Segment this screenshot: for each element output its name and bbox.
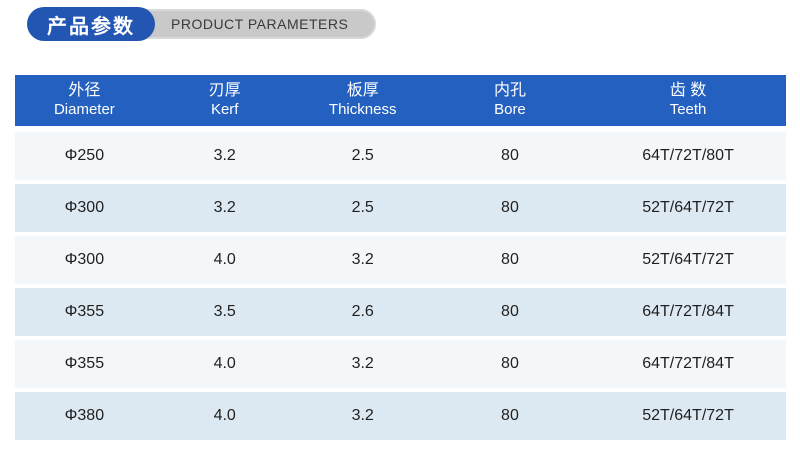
cell-bore: 80 <box>501 251 519 268</box>
cell-diameter: Φ355 <box>64 303 105 320</box>
cell-bore: 80 <box>501 303 519 320</box>
cell-teeth: 52T/64T/72T <box>642 251 734 268</box>
header-thickness-en: Thickness <box>328 101 397 119</box>
table-row: Φ300 3.2 2.5 80 52T/64T/72T <box>15 184 786 232</box>
cell-diameter: Φ300 <box>64 251 105 268</box>
header-thickness-zh: 板厚 <box>346 82 379 100</box>
badge-blue-pill: 产品参数 <box>27 7 155 41</box>
table-row: Φ380 4.0 3.2 80 52T/64T/72T <box>15 392 786 440</box>
cell-diameter: Φ355 <box>64 355 105 372</box>
header-diameter-zh: 外径 <box>68 82 101 100</box>
cell-bore: 80 <box>501 407 519 424</box>
table-row: Φ355 4.0 3.2 80 64T/72T/84T <box>15 340 786 388</box>
header-kerf: 刃厚 Kerf <box>154 75 296 126</box>
table-row: Φ250 3.2 2.5 80 64T/72T/80T <box>15 132 786 180</box>
cell-teeth: 52T/64T/72T <box>642 407 734 424</box>
header-diameter: 外径 Diameter <box>15 75 154 126</box>
cell-diameter: Φ300 <box>64 199 105 216</box>
badge-chinese-label: 产品参数 <box>47 15 135 38</box>
header-kerf-zh: 刃厚 <box>208 82 241 100</box>
header-teeth-zh: 齿 数 <box>669 82 707 100</box>
cell-thickness: 3.2 <box>351 355 374 372</box>
table-header-row: 外径 Diameter 刃厚 Kerf 板厚 Thickness 内孔 Bore… <box>15 75 786 126</box>
cell-kerf: 4.0 <box>213 251 236 268</box>
cell-kerf: 4.0 <box>213 355 236 372</box>
product-parameters-badge: PRODUCT PARAMETERS 产品参数 <box>27 7 377 41</box>
cell-teeth: 64T/72T/84T <box>642 303 734 320</box>
header-bore-en: Bore <box>494 101 526 119</box>
table-row: Φ355 3.5 2.6 80 64T/72T/84T <box>15 288 786 336</box>
header-thickness: 板厚 Thickness <box>296 75 430 126</box>
cell-teeth: 52T/64T/72T <box>642 199 734 216</box>
header-kerf-en: Kerf <box>210 101 239 119</box>
cell-diameter: Φ250 <box>64 147 105 164</box>
header-teeth: 齿 数 Teeth <box>590 75 786 126</box>
cell-bore: 80 <box>501 355 519 372</box>
cell-thickness: 3.2 <box>351 251 374 268</box>
cell-bore: 80 <box>501 147 519 164</box>
header-bore: 内孔 Bore <box>430 75 590 126</box>
cell-bore: 80 <box>501 199 519 216</box>
header-teeth-en: Teeth <box>669 101 707 119</box>
cell-diameter: Φ380 <box>64 407 105 424</box>
cell-thickness: 2.5 <box>351 199 374 216</box>
cell-kerf: 3.5 <box>213 303 236 320</box>
cell-kerf: 3.2 <box>213 147 236 164</box>
cell-teeth: 64T/72T/80T <box>642 147 734 164</box>
table-row: Φ300 4.0 3.2 80 52T/64T/72T <box>15 236 786 284</box>
cell-thickness: 2.5 <box>351 147 374 164</box>
cell-thickness: 3.2 <box>351 407 374 424</box>
header-diameter-en: Diameter <box>53 101 115 119</box>
cell-thickness: 2.6 <box>351 303 374 320</box>
cell-kerf: 3.2 <box>213 199 236 216</box>
product-parameters-table: 外径 Diameter 刃厚 Kerf 板厚 Thickness 内孔 Bore… <box>15 75 786 444</box>
cell-teeth: 64T/72T/84T <box>642 355 734 372</box>
header-bore-zh: 内孔 <box>493 82 526 100</box>
badge-english-label: PRODUCT PARAMETERS <box>171 16 349 32</box>
cell-kerf: 4.0 <box>213 407 236 424</box>
